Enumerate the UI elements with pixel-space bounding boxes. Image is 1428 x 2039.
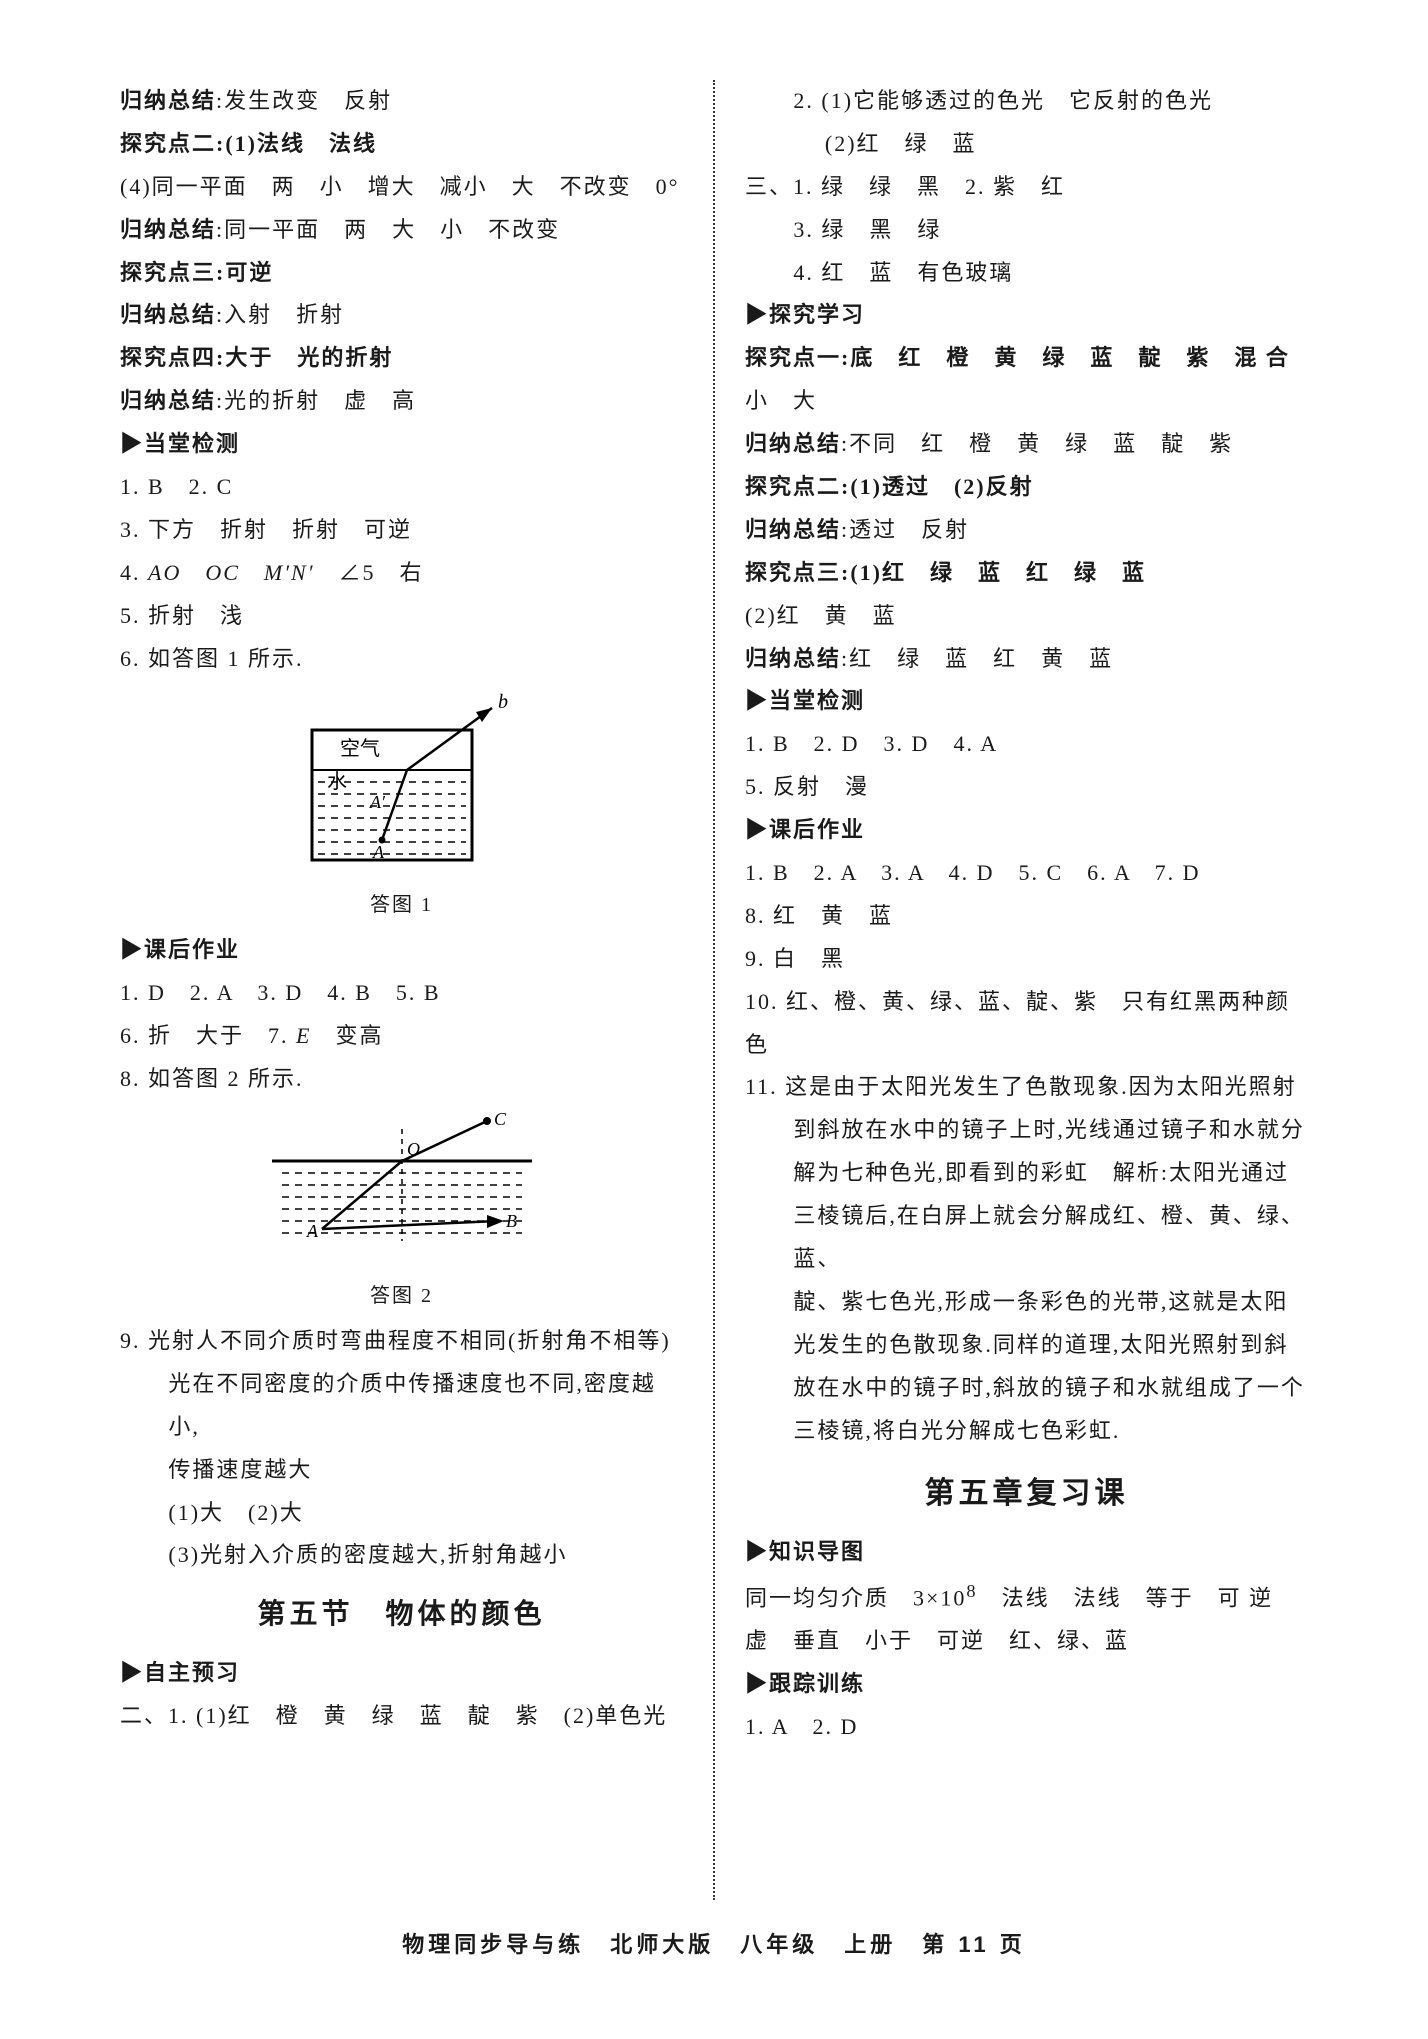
text-line: (2)红 黄 蓝: [745, 595, 1308, 638]
text-line: 探究点二:(1)法线 法线: [120, 123, 683, 166]
fig1-caption: 答图 1: [370, 886, 433, 925]
text-line: 三棱镜,将白光分解成七色彩虹.: [745, 1410, 1308, 1453]
text-line: (4)同一平面 两 小 增大 减小 大 不改变 0°: [120, 166, 683, 209]
right-column: 2. (1)它能够透过的色光 它反射的色光 (2)红 绿 蓝三、1. 绿 绿 黑…: [715, 80, 1308, 1900]
text-line: 6. 如答图 1 所示.: [120, 638, 683, 681]
text-line: 归纳总结:不同 红 橙 黄 绿 蓝 靛 紫: [745, 423, 1308, 466]
text-line: 9. 白 黑: [745, 938, 1308, 981]
text-line: (3)光射入介质的密度越大,折射角越小: [120, 1534, 683, 1577]
text-line: 3. 绿 黑 绿: [745, 209, 1308, 252]
text-line: 2. (1)它能够透过的色光 它反射的色光: [745, 80, 1308, 123]
text-line: 光发生的色散现象.同样的道理,太阳光照射到斜: [745, 1324, 1308, 1367]
section-5-title: 第五节 物体的颜色: [120, 1587, 683, 1642]
text-line: ▶自主预习: [120, 1652, 683, 1695]
text-line: (1)大 (2)大: [120, 1492, 683, 1535]
text-line: 归纳总结:入射 折射: [120, 294, 683, 337]
text-line: 6. 折 大于 7. E 变高: [120, 1015, 683, 1058]
text-line: ▶课后作业: [120, 929, 683, 972]
text-line: 8. 红 黄 蓝: [745, 895, 1308, 938]
left-block-1: 归纳总结:发生改变 反射探究点二:(1)法线 法线(4)同一平面 两 小 增大 …: [120, 80, 683, 680]
text-line: 靛、紫七色光,形成一条彩色的光带,这就是太阳: [745, 1281, 1308, 1324]
text-line: 1. D 2. A 3. D 4. B 5. B: [120, 972, 683, 1015]
text-line: 3. 下方 折射 折射 可逆: [120, 509, 683, 552]
text-line: 解为七种色光,即看到的彩虹 解析:太阳光通过: [745, 1152, 1308, 1195]
text-line: 三、1. 绿 绿 黑 2. 紫 红: [745, 166, 1308, 209]
text-line: 虚 垂直 小于 可逆 红、绿、蓝: [745, 1620, 1308, 1663]
text-line: ▶跟踪训练: [745, 1663, 1308, 1706]
text-line: 二、1. (1)红 橙 黄 绿 蓝 靛 紫 (2)单色光: [120, 1695, 683, 1738]
text-line: 探究点一:底 红 橙 黄 绿 蓝 靛 紫 混 合: [745, 337, 1308, 380]
text-line: 归纳总结:光的折射 虚 高: [120, 380, 683, 423]
left-block-3: 9. 光射人不同介质时弯曲程度不相同(折射角不相等)光在不同密度的介质中传播速度…: [120, 1320, 683, 1577]
text-line: 三棱镜后,在白屏上就会分解成红、橙、黄、绿、蓝、: [745, 1195, 1308, 1281]
text-line: ▶当堂检测: [120, 423, 683, 466]
left-block-2: ▶课后作业1. D 2. A 3. D 4. B 5. B6. 折 大于 7. …: [120, 929, 683, 1101]
text-line: 探究点三:(1)红 绿 蓝 红 绿 蓝: [745, 552, 1308, 595]
fig1-A: A: [372, 842, 385, 862]
text-line: 归纳总结:发生改变 反射: [120, 80, 683, 123]
text-line: 光在不同密度的介质中传播速度也不同,密度越小,: [120, 1363, 683, 1449]
text-line: 9. 光射人不同介质时弯曲程度不相同(折射角不相等): [120, 1320, 683, 1363]
text-line: 归纳总结:同一平面 两 大 小 不改变: [120, 209, 683, 252]
fig1-air-label: 空气: [340, 737, 380, 760]
left-column: 归纳总结:发生改变 反射探究点二:(1)法线 法线(4)同一平面 两 小 增大 …: [120, 80, 713, 1900]
text-line: 4. 红 蓝 有色玻璃: [745, 252, 1308, 295]
text-line: 探究点四:大于 光的折射: [120, 337, 683, 380]
text-line: 归纳总结:透过 反射: [745, 509, 1308, 552]
figure-1-svg: 空气 水 A′ A b: [272, 690, 532, 880]
chapter-5-review-title: 第五章复习课: [745, 1465, 1308, 1524]
text-line: 到斜放在水中的镜子上时,光线通过镜子和水就分: [745, 1109, 1308, 1152]
text-line: 4. AO OC M′N′ ∠5 右: [120, 552, 683, 595]
text-line: 5. 折射 浅: [120, 595, 683, 638]
right-block-1: 2. (1)它能够透过的色光 它反射的色光 (2)红 绿 蓝三、1. 绿 绿 黑…: [745, 80, 1308, 1453]
right-block-2: ▶知识导图同一均匀介质 3×108 法线 法线 等于 可 逆虚 垂直 小于 可逆…: [745, 1531, 1308, 1749]
text-line: 1. B 2. C: [120, 466, 683, 509]
fig2-B: B: [506, 1211, 517, 1231]
text-line: ▶知识导图: [745, 1531, 1308, 1574]
text-line: 8. 如答图 2 所示.: [120, 1058, 683, 1101]
text-line: 11. 这是由于太阳光发生了色散现象.因为太阳光照射: [745, 1066, 1308, 1109]
text-line: 归纳总结:红 绿 蓝 红 黄 蓝: [745, 638, 1308, 681]
page-footer: 物理同步导与练 北师大版 八年级 上册 第 11 页: [120, 1924, 1308, 1967]
fig2-O: O: [407, 1139, 420, 1159]
figure-2-svg: O A B C: [252, 1111, 552, 1271]
text-line: 小 大: [745, 380, 1308, 423]
left-block-4: ▶自主预习二、1. (1)红 橙 黄 绿 蓝 靛 紫 (2)单色光: [120, 1652, 683, 1738]
text-line: 探究点三:可逆: [120, 252, 683, 295]
fig1-A1: A′: [369, 792, 386, 812]
fig2-C: C: [494, 1111, 507, 1129]
text-line: 1. A 2. D: [745, 1706, 1308, 1749]
fig2-caption: 答图 2: [370, 1277, 433, 1316]
figure-2: O A B C 答图 2: [120, 1111, 683, 1316]
fig1-b: b: [498, 691, 508, 713]
fig1-water-label: 水: [327, 770, 347, 793]
text-line: 5. 反射 漫: [745, 766, 1308, 809]
page: 归纳总结:发生改变 反射探究点二:(1)法线 法线(4)同一平面 两 小 增大 …: [120, 80, 1308, 1900]
text-line: 探究点二:(1)透过 (2)反射: [745, 466, 1308, 509]
text-line: ▶探究学习: [745, 294, 1308, 337]
text-line: 10. 红、橙、黄、绿、蓝、靛、紫 只有红黑两种颜色: [745, 981, 1308, 1067]
figure-1: 空气 水 A′ A b 答图 1: [120, 690, 683, 925]
text-line: 放在水中的镜子时,斜放的镜子和水就组成了一个: [745, 1367, 1308, 1410]
text-line: (2)红 绿 蓝: [745, 123, 1308, 166]
text-line: ▶当堂检测: [745, 680, 1308, 723]
text-line: 同一均匀介质 3×108 法线 法线 等于 可 逆: [745, 1574, 1308, 1620]
text-line: ▶课后作业: [745, 809, 1308, 852]
text-line: 1. B 2. D 3. D 4. A: [745, 723, 1308, 766]
text-line: 传播速度越大: [120, 1449, 683, 1492]
text-line: 1. B 2. A 3. A 4. D 5. C 6. A 7. D: [745, 852, 1308, 895]
fig2-A: A: [306, 1221, 319, 1241]
